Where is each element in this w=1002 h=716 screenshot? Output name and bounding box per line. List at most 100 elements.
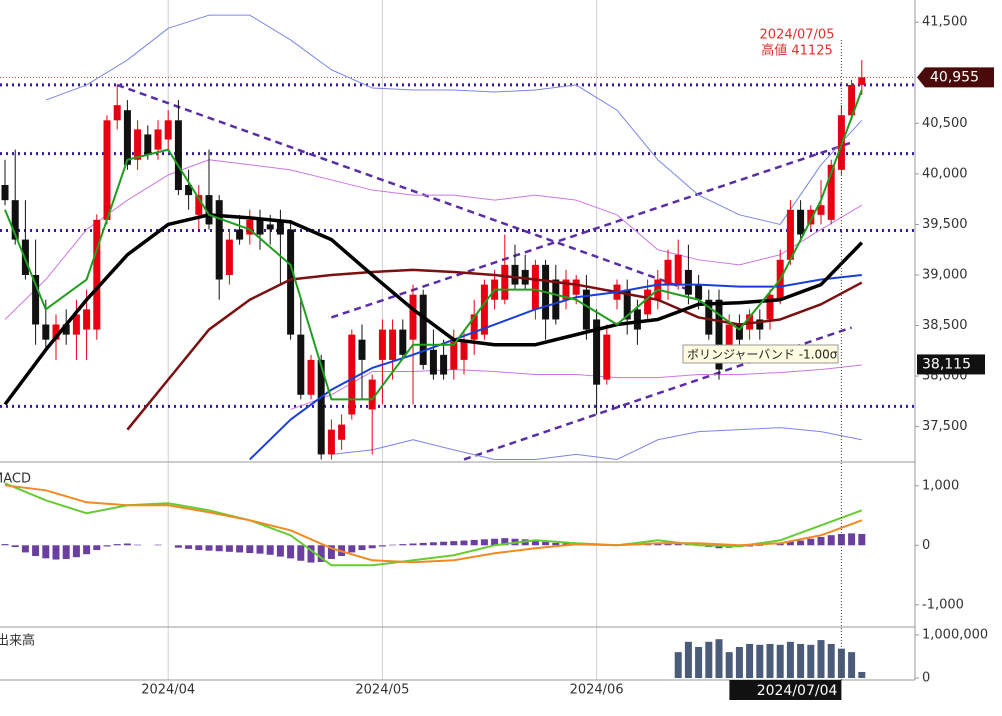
candle-body — [450, 339, 458, 370]
candle-body — [480, 284, 488, 335]
macd-panel — [1, 482, 866, 567]
indicator-line — [4, 482, 863, 567]
histogram-bar — [848, 533, 856, 546]
candle-body — [174, 120, 182, 191]
histogram-bar — [93, 545, 101, 551]
histogram-bar — [797, 540, 805, 546]
candle-body — [287, 229, 295, 335]
histogram-bar — [450, 541, 458, 546]
volume-bar — [695, 646, 703, 678]
candle-body — [531, 264, 539, 310]
candle-body — [93, 219, 101, 330]
indicator-line — [4, 89, 863, 401]
candle-body — [195, 195, 203, 215]
histogram-bar — [817, 536, 825, 546]
histogram-bar — [460, 540, 468, 546]
indicator-line — [4, 159, 863, 320]
candle-body — [378, 329, 386, 360]
histogram-bar — [746, 545, 754, 547]
histogram-bar — [552, 542, 560, 546]
candle-body — [674, 254, 682, 285]
histogram-bar — [358, 545, 366, 551]
histogram-bar — [786, 541, 794, 546]
candle-body — [338, 424, 346, 440]
histogram-bar — [185, 545, 193, 549]
cursor-label-box — [729, 680, 842, 700]
volume-bar — [746, 643, 754, 678]
candle-body — [297, 334, 305, 395]
histogram-bar — [807, 538, 815, 546]
volume-bar — [776, 644, 784, 678]
histogram-bar — [307, 545, 315, 563]
histogram-bar — [123, 543, 131, 546]
y-tick-label: 1,000,000 — [922, 627, 988, 642]
last-price-label: 40,955 — [930, 69, 979, 85]
histogram-bar — [827, 535, 835, 546]
candle-body — [460, 339, 468, 360]
volume-bar — [837, 648, 845, 678]
histogram-bar — [113, 544, 121, 546]
candle-body — [236, 229, 244, 240]
candle-body — [684, 269, 692, 295]
indicator-line — [290, 364, 862, 410]
candle-body — [664, 259, 672, 285]
candle-body — [644, 289, 652, 315]
candle-body — [623, 289, 631, 320]
histogram-bar — [542, 541, 550, 546]
candle-body — [399, 329, 407, 355]
candle-body — [205, 195, 213, 225]
volume-panel — [674, 639, 866, 678]
candle-body — [756, 319, 764, 330]
candle-body — [327, 429, 335, 455]
last-price-box — [917, 67, 994, 88]
histogram-bar — [776, 543, 784, 546]
candle-body — [317, 359, 325, 455]
histogram-bar — [287, 545, 295, 559]
indicator-line — [249, 273, 862, 461]
candle-body — [368, 379, 376, 410]
candle-body — [225, 239, 233, 275]
candle-body — [797, 209, 805, 235]
candle-body — [134, 129, 142, 160]
candle-body — [593, 319, 601, 385]
candle-body — [725, 324, 733, 345]
histogram-bar — [756, 545, 764, 546]
y-tick-label: 1,000 — [922, 478, 959, 493]
y-tick-label: 41,500 — [922, 15, 968, 30]
histogram-bar — [103, 545, 111, 547]
histogram-bar — [154, 544, 162, 546]
candle-body — [695, 284, 703, 300]
cursor-price-label: 38,115 — [922, 356, 971, 372]
x-tick-label: 2024/05 — [355, 683, 409, 698]
histogram-bar — [399, 544, 407, 546]
volume-bar — [674, 652, 682, 678]
histogram-bar — [52, 545, 60, 560]
candle-body — [817, 205, 825, 215]
candle-body — [42, 324, 50, 340]
candle-body — [511, 264, 519, 285]
histogram-bar — [276, 545, 284, 557]
trend-line — [331, 141, 852, 319]
volume-bar — [735, 646, 743, 678]
candle-body — [123, 110, 131, 165]
cursor-label: 2024/07/04 — [757, 683, 838, 699]
histogram-bar — [491, 538, 499, 546]
y-tick-label: 37,500 — [922, 419, 968, 434]
candle-body — [144, 134, 152, 155]
histogram-bar — [317, 545, 325, 562]
candle-body — [185, 185, 193, 196]
histogram-bar — [205, 545, 213, 551]
histogram-bar — [429, 542, 437, 546]
candle-body — [113, 105, 121, 121]
histogram-bar — [215, 545, 223, 552]
y-tick-label: 40,000 — [922, 166, 968, 181]
candle-body — [409, 294, 417, 340]
candle-body — [562, 279, 570, 300]
volume-bar — [725, 652, 733, 678]
candle-body — [256, 219, 264, 235]
histogram-bar — [62, 545, 70, 559]
trend-line — [116, 83, 689, 291]
volume-bar — [827, 643, 835, 678]
histogram-bar — [11, 545, 19, 548]
